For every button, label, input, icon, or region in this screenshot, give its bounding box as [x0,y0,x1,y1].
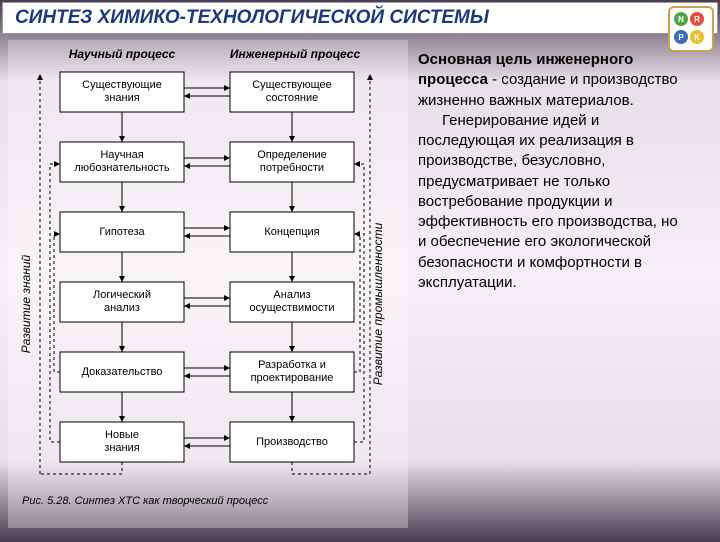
col1-text-4: Доказательство [82,366,163,378]
diagram-svg: Научный процесс Инженерный процесс Разви… [12,44,412,519]
logo-letter: P [674,30,688,44]
flowchart-diagram: Научный процесс Инженерный процесс Разви… [8,40,408,528]
diagram-caption: Рис. 5.28. Синтез ХТС как творческий про… [22,495,269,507]
col1-box-2: Гипотеза [60,212,184,252]
col2-box-1: Определениепотребности [230,142,354,182]
col1-box-0: Существующиезнания [60,72,184,112]
col2-text-1: Определениепотребности [257,149,327,174]
paragraph-2: Генерирование идей и последующая их реал… [418,111,680,293]
col1-box-5: Новыезнания [60,422,184,462]
para2-text: Генерирование идей и последующая их реал… [418,112,678,291]
logo-letter: R [690,12,704,26]
logo-letter: K [690,30,704,44]
logo-letter: N [674,12,688,26]
col2-box-0: Существующеесостояние [230,72,354,112]
feedback-loop [354,164,364,442]
body-text: Основная цель инженерного процесса - соз… [414,40,684,528]
col1-text-5: Новыезнания [104,429,139,454]
col1-header: Научный процесс [69,47,176,61]
right-axis-label: Развитие промышленности [371,222,385,385]
col1-box-3: Логическийанализ [60,282,184,322]
col2-text-4: Разработка ипроектирование [251,359,334,384]
cross-arrows [184,88,230,446]
col2-text-2: Концепция [264,226,319,238]
col1-box-1: Научнаялюбознательность [60,142,184,182]
col2-box-4: Разработка ипроектирование [230,352,354,392]
col2-box-2: Концепция [230,212,354,252]
left-axis-label: Развитие знаний [19,254,33,353]
logo-badge: N R P K [668,6,714,52]
feedback-loop [354,234,360,372]
col2-box-3: Анализосуществимости [230,282,354,322]
paragraph-1: Основная цель инженерного процесса - соз… [418,50,680,111]
col1-box-4: Доказательство [60,352,184,392]
feedback-loop [50,164,60,442]
feedback-loop [54,234,60,372]
bottom-connector [292,462,370,474]
col2-header: Инженерный процесс [230,47,361,61]
bottom-connector [40,462,122,474]
page-title: СИНТЕЗ ХИМИКО-ТЕХНОЛОГИЧЕСКОЙ СИСТЕМЫ [15,7,489,28]
col1-text-2: Гипотеза [99,226,145,238]
title-bar: СИНТЕЗ ХИМИКО-ТЕХНОЛОГИЧЕСКОЙ СИСТЕМЫ [2,2,718,34]
col2-text-5: Производство [256,436,328,448]
col2-box-5: Производство [230,422,354,462]
content-area: Научный процесс Инженерный процесс Разви… [0,36,720,528]
